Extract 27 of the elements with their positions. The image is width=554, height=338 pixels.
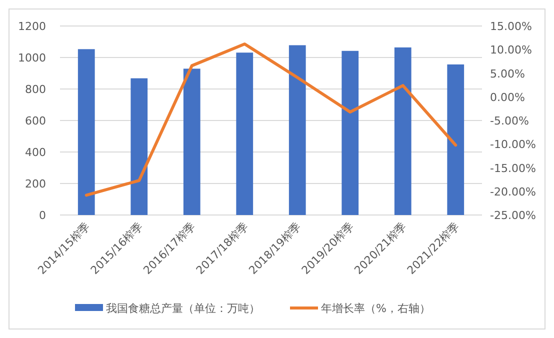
bar: [394, 47, 412, 215]
y-tick-label: 0: [39, 209, 46, 222]
y-tick-label: 1000: [18, 52, 46, 64]
bar: [130, 78, 148, 215]
y-tick-label: 1200: [18, 20, 46, 33]
y2-tick-label: 10.00%: [490, 44, 532, 57]
y2-tick-label: -25.00%: [490, 209, 536, 222]
y2-tick-label: -5.00%: [490, 114, 529, 128]
y2-tick-label: 15.00%: [490, 20, 532, 33]
bar: [447, 64, 464, 215]
y2-tick-label: 5.00%: [490, 67, 525, 80]
bar: [78, 49, 95, 215]
y-tick-label: 800: [25, 83, 46, 96]
y-tick-label: 600: [25, 114, 46, 128]
y2-tick-label: -10.00%: [490, 138, 536, 152]
legend-label: 我国食糖总产量（单位：万吨）: [106, 302, 260, 315]
y2-tick-label: 0.00%: [490, 90, 525, 104]
bar: [342, 50, 359, 215]
y2-tick-label: -20.00%: [490, 185, 536, 198]
y-tick-label: 400: [25, 146, 46, 159]
bar: [236, 52, 254, 215]
bar: [183, 68, 200, 215]
line-series: [84, 42, 458, 197]
y-tick-label: 200: [25, 178, 46, 190]
bar: [288, 45, 306, 215]
legend-label: 年增长率（%，右轴）: [321, 302, 430, 315]
y2-tick-label: -15.00%: [490, 162, 536, 175]
